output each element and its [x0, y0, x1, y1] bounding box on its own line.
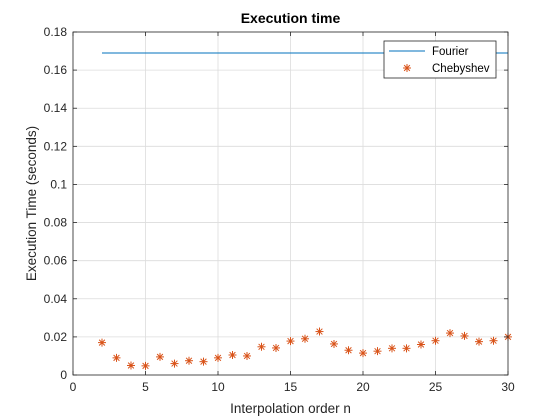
x-tick-label: 15: [284, 380, 298, 394]
chart-title: Execution time: [241, 10, 341, 26]
chebyshev-point: [301, 334, 309, 343]
y-tick-label: 0.12: [44, 139, 68, 153]
y-tick-label: 0.06: [44, 254, 68, 268]
chebyshev-point: [170, 359, 179, 368]
y-tick-label: 0.1: [50, 177, 67, 191]
y-tick-label: 0.16: [44, 63, 68, 77]
chebyshev-point: [185, 356, 193, 365]
legend: Fourier Chebyshev: [383, 40, 497, 79]
y-tick-label: 0.02: [44, 330, 68, 344]
chebyshev-point: [388, 344, 396, 353]
chebyshev-point: [127, 361, 135, 370]
x-tick-label: 5: [142, 380, 149, 394]
legend-label: Chebyshev: [432, 63, 490, 75]
legend-item: Fourier: [389, 46, 469, 58]
x-tick-label: 10: [211, 380, 225, 394]
chebyshev-point: [243, 351, 251, 360]
chebyshev-point: [417, 340, 425, 349]
y-tick-label: 0.08: [44, 216, 68, 230]
chebyshev-point: [489, 336, 498, 345]
chebyshev-point: [431, 336, 440, 345]
x-tick-label: 25: [429, 380, 443, 394]
chebyshev-point: [460, 331, 469, 340]
y-tick-label: 0: [60, 368, 67, 382]
x-tick-label: 30: [501, 380, 515, 394]
x-axis-label: Interpolation order n: [230, 401, 351, 416]
chebyshev-point: [228, 350, 237, 359]
chebyshev-point: [286, 337, 295, 346]
y-tick-label: 0.04: [44, 292, 68, 306]
chebyshev-point: [402, 344, 411, 353]
chebyshev-point: [344, 346, 353, 355]
y-tick-label: 0.18: [44, 25, 68, 39]
legend-box: [383, 40, 497, 79]
axis-ticks: 0 5 10 15 20 25 30 0 0.02 0.04 0.06 0.08 0.1 0.12 0.14…: [44, 25, 515, 394]
legend-label: Fourier: [432, 46, 469, 58]
chebyshev-point: [315, 327, 324, 336]
chebyshev-point: [373, 347, 382, 356]
chebyshev-point: [112, 353, 121, 362]
chebyshev-point: [359, 349, 367, 358]
chebyshev-point: [475, 337, 483, 346]
chebyshev-point: [330, 339, 338, 348]
chebyshev-point: [156, 352, 164, 361]
chebyshev-point: [98, 338, 106, 347]
legend-asterisk-swatch: [403, 64, 411, 72]
chebyshev-point: [272, 343, 280, 352]
x-tick-label: 0: [70, 380, 77, 394]
chebyshev-point: [141, 361, 150, 370]
legend-item: Chebyshev: [403, 63, 490, 75]
y-axis-label: Execution Time (seconds): [24, 126, 39, 281]
y-tick-label: 0.14: [44, 101, 68, 115]
x-tick-label: 20: [356, 380, 370, 394]
chebyshev-point: [199, 357, 208, 366]
chebyshev-point: [446, 329, 454, 338]
chebyshev-point: [257, 342, 266, 351]
chebyshev-point: [214, 353, 222, 362]
